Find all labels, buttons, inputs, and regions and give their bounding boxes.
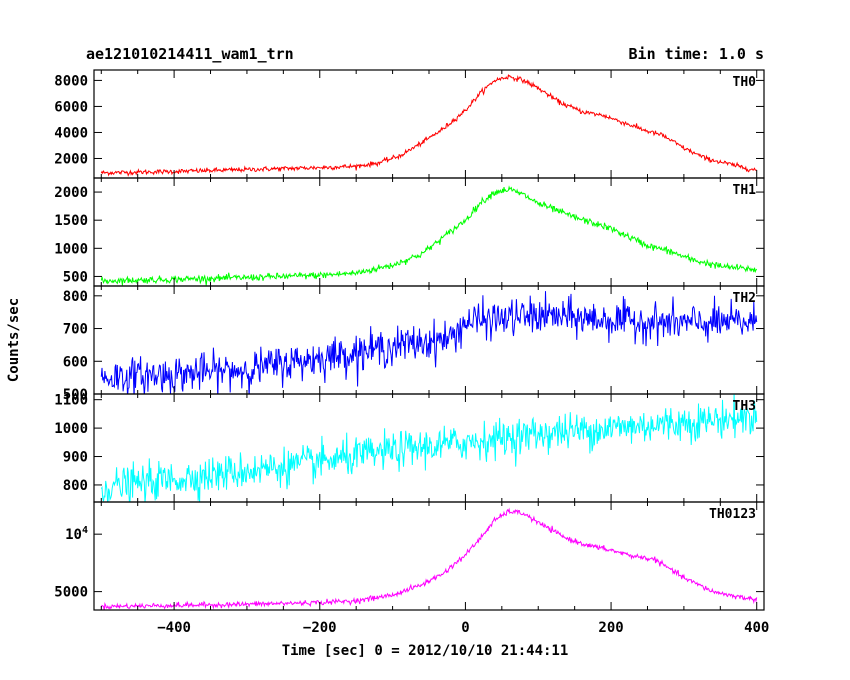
y-tick-label: 6000 (54, 99, 88, 115)
panel-label-th1: TH1 (733, 183, 757, 198)
x-axis-label: Time [sec] 0 = 2012/10/10 21:44:11 (282, 643, 569, 659)
y-tick-label: 800 (63, 289, 88, 305)
chart-title: ae121010214411_wam1_trn (86, 45, 294, 63)
y-tick-label: 1000 (54, 241, 88, 257)
panel-th3: 800 900 1000 1100 TH3 (54, 393, 765, 503)
x-tick-label: −400 (157, 620, 191, 636)
y-tick-label: 2000 (54, 151, 88, 167)
x-tick-labels: −400 −200 0 200 400 (157, 620, 769, 636)
y-tick-label: 8000 (54, 73, 88, 89)
series-line-th2 (100, 291, 758, 394)
panel-frame (93, 69, 765, 179)
series-line-th0123 (100, 507, 758, 610)
series-line-th0 (100, 74, 757, 177)
y-tick-label: 1500 (54, 213, 88, 229)
panel-label-th0: TH0 (733, 75, 757, 90)
y-tick-label: 700 (63, 322, 88, 338)
panel-label-th0123: TH0123 (709, 507, 756, 522)
y-tick-label: 800 (63, 478, 88, 494)
x-tick-label: −200 (303, 620, 337, 636)
bin-time-label: Bin time: 1.0 s (629, 45, 764, 63)
y-tick-label: 104 (65, 525, 88, 543)
x-tick-label: 200 (598, 620, 623, 636)
y-tick-label: 500 (63, 387, 88, 403)
panel-th1: 500 1000 1500 2000 TH1 (54, 177, 765, 287)
x-tick-label: 0 (461, 620, 469, 636)
panel-frame (93, 501, 765, 611)
y-axis-label: Counts/sec (6, 298, 22, 382)
panel-frame (93, 177, 765, 287)
y-tick-label: 2000 (54, 185, 88, 201)
x-tick-label: 400 (744, 620, 769, 636)
y-tick-label: 4000 (54, 125, 88, 141)
panel-th2: 500 600 700 800 TH2 (63, 285, 765, 403)
series-line-th3 (100, 394, 758, 502)
panel-th0: 2000 4000 6000 8000 TH0 (54, 69, 765, 179)
panel-label-th3: TH3 (733, 399, 756, 414)
y-tick-label: 1000 (54, 421, 88, 437)
panel-label-th2: TH2 (733, 291, 756, 306)
y-tick-label: 900 (63, 450, 88, 466)
panel-th0123: 5000 104 TH0123 (54, 501, 765, 611)
y-tick-label: 600 (63, 354, 88, 370)
y-tick-label: 1100 (54, 393, 88, 409)
y-tick-label: 5000 (54, 585, 88, 601)
series-line-th1 (100, 185, 758, 286)
y-tick-label: 500 (63, 269, 88, 285)
